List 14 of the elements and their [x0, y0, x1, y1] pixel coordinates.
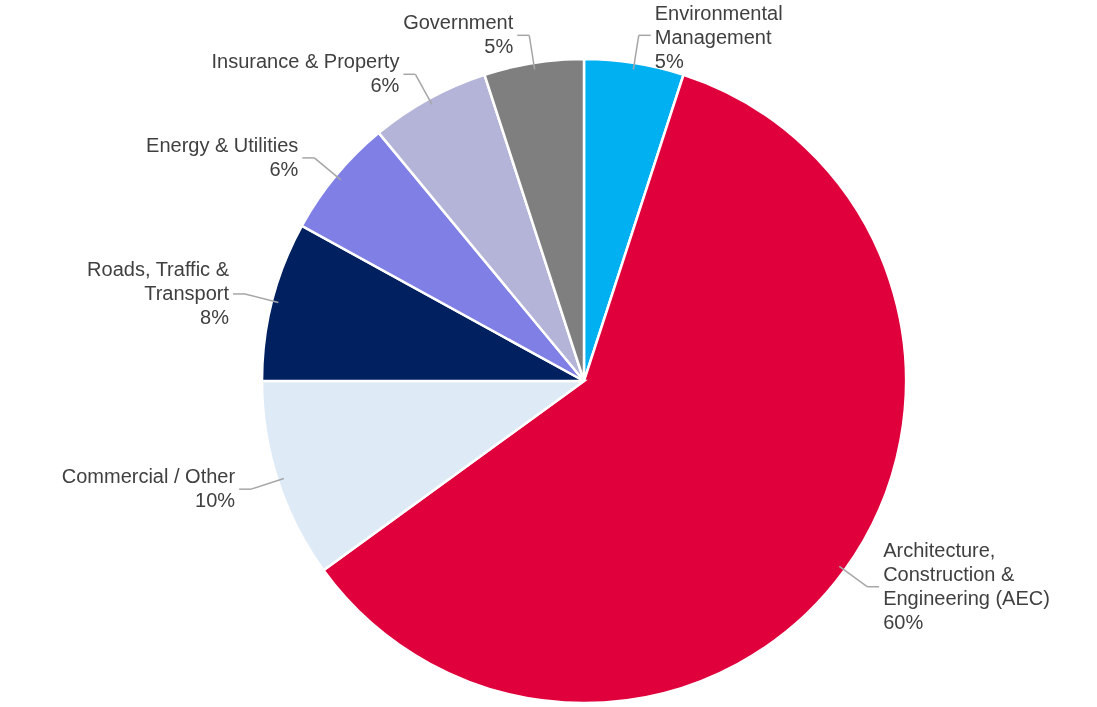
data-label: 6%: [370, 74, 400, 97]
slice-label: Architecture, Construction & Engineering (AEC): [883, 538, 1050, 609]
slice-label: Roads, Traffic & Transport: [87, 257, 230, 304]
slice-label: Government: [403, 11, 514, 34]
data-label: 10%: [195, 489, 236, 512]
data-label: 8%: [200, 305, 230, 328]
slice-label: Energy & Utilities: [146, 133, 299, 156]
slice-label: Insurance & Property: [211, 50, 400, 73]
data-label: 60%: [883, 610, 924, 633]
data-label: 5%: [654, 50, 684, 72]
data-label: 6%: [269, 157, 299, 180]
data-label: 5%: [484, 35, 514, 58]
slice-label: Environmental Management: [654, 2, 783, 48]
slice-label: Commercial / Other: [61, 465, 236, 488]
